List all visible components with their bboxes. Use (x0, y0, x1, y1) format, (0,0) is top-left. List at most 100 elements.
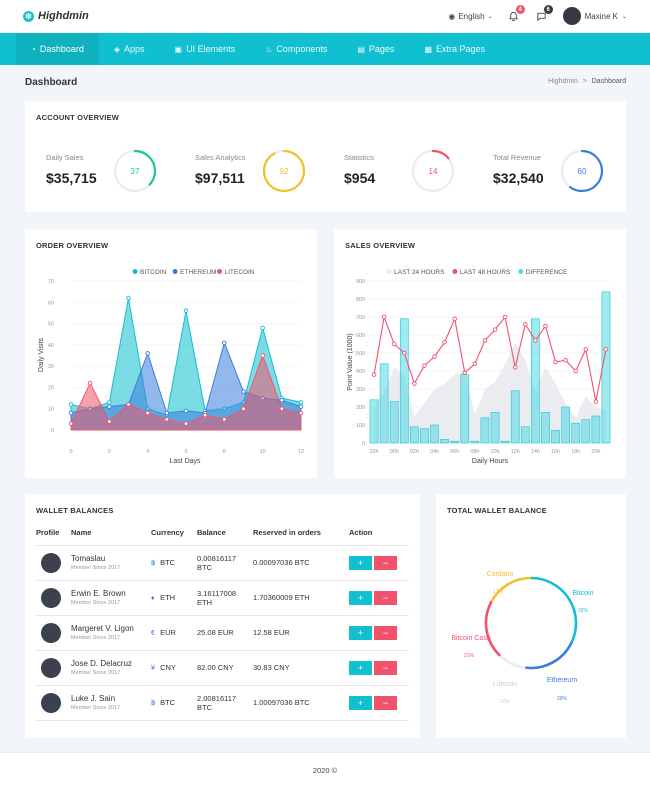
messages-button[interactable]: 6 (535, 5, 553, 23)
remove-button[interactable]: − (374, 590, 397, 605)
nav-label: Dashboard (39, 44, 84, 54)
slice-percent: 32% (578, 608, 589, 614)
sales-overview-card: SALES OVERVIEW 0 100 200 300 400 500 600 700 800… (334, 229, 626, 478)
member-name: Jose D. Delacruz (71, 659, 132, 668)
data-point (183, 408, 189, 414)
name-cell: Tomaslau Member Since 2017 (71, 545, 151, 581)
column-header: Name (71, 520, 151, 546)
data-point (462, 370, 468, 376)
top-header: ✻ Highdmin ◉ English ⌄ 4 6 Maxine K ⌄ (0, 0, 650, 33)
donut-segment (530, 576, 578, 643)
y-tick-label: 700 (356, 315, 365, 321)
nav-components[interactable]: ♨ Components (250, 33, 342, 65)
notifications-button[interactable]: 4 (507, 5, 525, 23)
member-since: Member Since 2017 (71, 565, 121, 571)
nav-dashboard[interactable]: ◔ Dashboard (16, 33, 99, 65)
currency-code: ETH (160, 593, 176, 602)
currency-cell: € EUR (151, 615, 197, 651)
bar (389, 401, 399, 444)
user-menu[interactable]: Maxine K ⌄ (562, 7, 627, 25)
currency-cell: ♦ ETH (151, 580, 197, 616)
remove-button[interactable]: − (374, 695, 397, 710)
breadcrumb-root[interactable]: Highdmin (548, 78, 578, 85)
avatar (41, 692, 61, 713)
table-row: Luke J. Sain Member Since 2017 ฿ BTC 2.0081… (36, 685, 409, 721)
add-button[interactable]: + (349, 660, 372, 675)
balance-cell: 25.08 EUR (197, 615, 253, 651)
x-tick-label: 12 (298, 449, 304, 455)
nav-apps[interactable]: ◈ Apps (99, 33, 160, 65)
nav-ui-elements[interactable]: ▣ UI Elements (160, 33, 251, 65)
add-button[interactable]: + (349, 625, 372, 640)
legend-label: BITCOIN (140, 269, 167, 276)
bar (440, 439, 449, 444)
x-tick-label: 10 (260, 449, 266, 455)
dashboard-icon: ◔ (31, 44, 36, 54)
bar (571, 422, 581, 444)
data-point (68, 402, 74, 407)
app-name: Highdmin (38, 10, 89, 22)
data-point (402, 350, 407, 356)
remove-button[interactable]: − (374, 625, 397, 640)
data-point (553, 359, 558, 365)
data-point (482, 338, 488, 343)
language-selector[interactable]: ◉ English ⌄ (448, 12, 492, 21)
data-point (573, 368, 578, 374)
remove-button[interactable]: − (374, 660, 397, 675)
card-title: TOTAL WALLET BALANCE (447, 506, 547, 515)
currency-code: BTC (160, 558, 176, 567)
stat-value: $32,540 (493, 170, 544, 186)
table-header-row: Profile Name Currency Balance Reserved i… (36, 520, 409, 546)
y-tick-label: 300 (356, 387, 365, 393)
action-cell: + − (349, 545, 409, 581)
x-tick-label: 20h (591, 449, 600, 455)
legend-label: LAST 24 HOURS (394, 269, 445, 276)
card-title: WALLET BALANCES (36, 506, 114, 515)
y-tick-label: 400 (356, 369, 365, 375)
ring-progress (411, 149, 455, 193)
wallet-donut-chart: Bitcoin 32% Ethereum 20% Litecoin 10% Bitcoin … (451, 571, 593, 705)
table-row: Jose D. Delacruz Member Since 2017 ¥ CNY 82… (36, 650, 409, 686)
member-name: Luke J. Sain (71, 694, 116, 703)
data-point (422, 363, 427, 368)
data-point (260, 353, 265, 358)
sales-overview-chart: 0 100 200 300 400 500 600 700 800 900 22h 00h 02h 04h… (347, 269, 611, 465)
data-point (523, 321, 528, 327)
logo[interactable]: ✻ Highdmin (23, 10, 89, 22)
column-header: Currency (151, 520, 197, 546)
add-button[interactable]: + (349, 695, 372, 710)
ring-value: 92 (280, 167, 289, 176)
nav-extra-pages[interactable]: ▦ Extra Pages (409, 33, 500, 65)
stat-ring: 60 (560, 149, 604, 193)
balance-cell: 82.00 CNY (197, 650, 253, 686)
remove-button[interactable]: − (374, 555, 397, 570)
add-button[interactable]: + (349, 590, 372, 605)
x-tick-label: 08h (470, 449, 479, 455)
bar (581, 419, 591, 444)
ring-progress (113, 149, 157, 193)
action-cell: + − (349, 580, 409, 616)
breadcrumb-separator: > (582, 78, 587, 85)
euro-icon: € (151, 630, 155, 637)
action-cell: + − (349, 615, 409, 651)
profile-cell (36, 685, 71, 721)
data-point (222, 417, 227, 422)
member-name: Tomaslau (71, 554, 106, 563)
card-title: ORDER OVERVIEW (36, 241, 109, 250)
member-since: Member Since 2017 (71, 670, 121, 676)
data-point (543, 323, 548, 329)
data-point (164, 417, 170, 422)
bar (379, 363, 389, 444)
slice-percent: 20% (557, 696, 568, 702)
order-overview-chart: 0 10 20 30 40 50 60 70 0 2 4 6 8 10 12 Last Days Daily V… (38, 269, 304, 465)
member-since: Member Since 2017 (71, 705, 121, 711)
ethereum-icon: ♦ (151, 595, 155, 602)
reserved-cell: 0.00097036 BTC (253, 545, 349, 581)
x-tick-label: 10h (490, 449, 499, 455)
ring-value: 14 (429, 167, 438, 176)
add-button[interactable]: + (349, 555, 372, 570)
data-point (107, 400, 112, 405)
nav-pages[interactable]: ▤ Pages (342, 33, 409, 65)
user-name: Maxine K (584, 11, 618, 21)
data-point (222, 340, 227, 345)
